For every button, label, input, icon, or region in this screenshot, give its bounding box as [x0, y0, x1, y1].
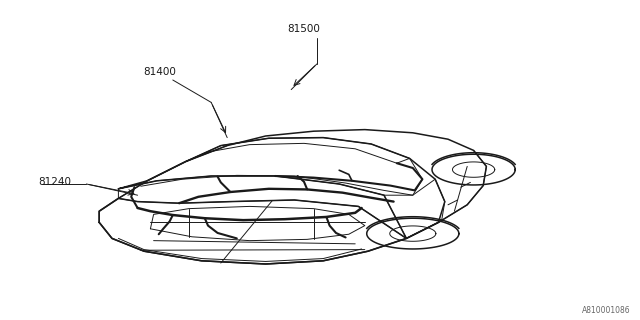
Text: A810001086: A810001086 — [582, 306, 630, 315]
Text: 81500: 81500 — [287, 24, 321, 34]
Text: 81400: 81400 — [143, 67, 177, 77]
Text: 81240: 81240 — [38, 177, 72, 188]
